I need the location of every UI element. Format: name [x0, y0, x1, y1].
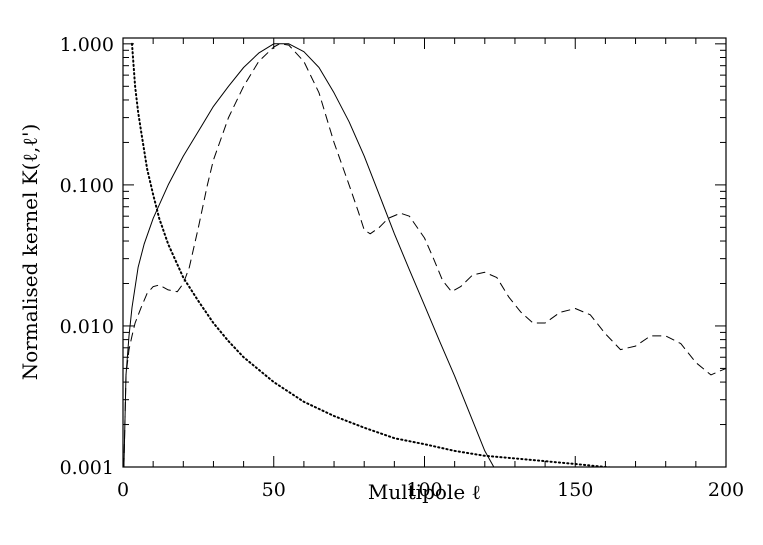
- x-axis-title: Multipole ℓ: [368, 480, 481, 504]
- x-tick-label: 0: [117, 479, 129, 501]
- y-tick-label: 0.001: [60, 457, 114, 479]
- plot-frame: [122, 37, 727, 468]
- x-tick-label: 100: [406, 479, 442, 501]
- y-tick-label: 0.010: [60, 316, 114, 338]
- x-tick-label: 50: [262, 479, 286, 501]
- y-tick-label: 0.100: [60, 175, 114, 197]
- y-axis-title: Normalised kernel K(ℓ,ℓ'): [18, 124, 42, 381]
- y-tick-label: 1.000: [60, 34, 114, 56]
- series-solid-line: [123, 43, 495, 467]
- axis-ticks: [122, 38, 727, 468]
- axis-tick-labels: 0 50 100 150 200 0.001 0.010 0.100 1.000: [60, 34, 745, 501]
- x-tick-label: 200: [708, 479, 744, 501]
- series-group: [123, 42, 726, 467]
- series-dotted-line: [131, 42, 616, 467]
- series-dashed-line: [123, 43, 726, 467]
- x-tick-label: 150: [557, 479, 593, 501]
